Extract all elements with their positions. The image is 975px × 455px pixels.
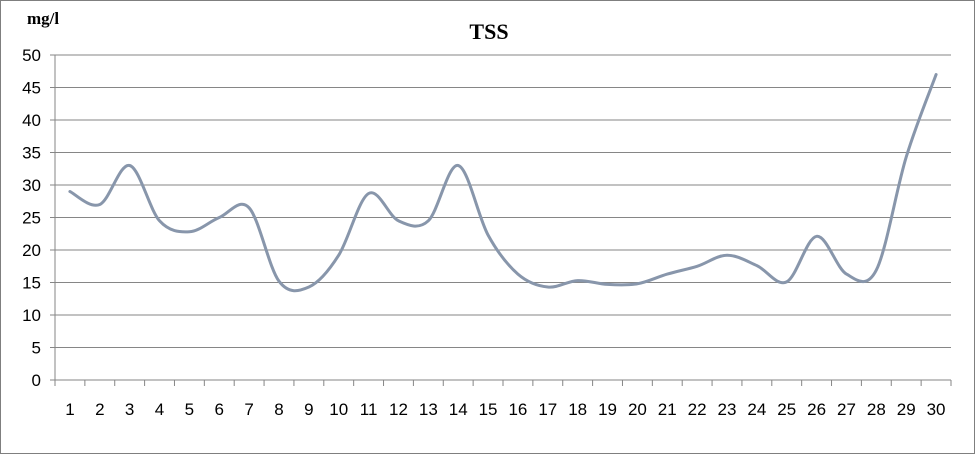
x-tick-label: 14 [449,400,468,419]
chart-title: TSS [469,19,508,44]
x-tick-label: 6 [215,400,224,419]
x-tick-label: 13 [419,400,438,419]
y-tick-label: 30 [22,176,41,195]
y-tick-label: 50 [22,46,41,65]
y-tick-label: 5 [32,339,41,358]
x-tick-label: 2 [95,400,104,419]
x-tick-label: 8 [274,400,283,419]
y-tick-label: 0 [32,371,41,390]
x-tick-label: 18 [568,400,587,419]
x-tick-label: 23 [718,400,737,419]
x-tick-label: 22 [688,400,707,419]
x-tick-label: 21 [658,400,677,419]
y-axis-unit-label: mg/l [27,9,59,28]
x-tick-label: 7 [244,400,253,419]
x-tick-label: 9 [304,400,313,419]
x-tick-label: 3 [125,400,134,419]
x-tick-label: 24 [747,400,766,419]
x-tick-label: 29 [897,400,916,419]
x-tick-label: 20 [628,400,647,419]
x-tick-label: 26 [807,400,826,419]
x-tick-label: 30 [927,400,946,419]
x-tick-label: 11 [360,400,378,419]
x-tick-label: 16 [508,400,527,419]
x-tick-label: 28 [867,400,886,419]
y-tick-label: 10 [22,306,41,325]
y-tick-label: 40 [22,111,41,130]
x-tick-label: 15 [479,400,498,419]
x-tick-label: 5 [185,400,194,419]
y-tick-label: 25 [22,209,41,228]
x-tick-label: 27 [837,400,856,419]
x-tick-label: 19 [598,400,617,419]
y-tick-label: 35 [22,144,41,163]
y-tick-label: 45 [22,79,41,98]
x-tick-label: 17 [538,400,557,419]
x-tick-label: 25 [777,400,796,419]
y-tick-label: 15 [22,274,41,293]
x-tick-label: 12 [389,400,408,419]
series-line-tss [68,73,938,293]
x-tick-label: 1 [65,400,74,419]
x-tick-label: 4 [155,400,164,419]
x-tick-label: 10 [329,400,348,419]
y-tick-label: 20 [22,241,41,260]
